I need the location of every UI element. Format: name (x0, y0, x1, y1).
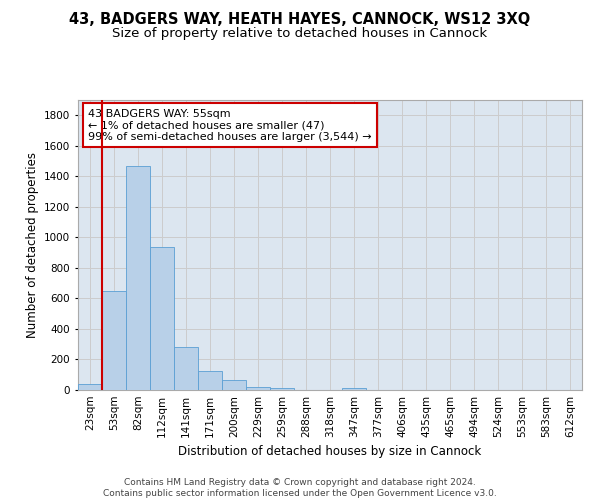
Y-axis label: Number of detached properties: Number of detached properties (26, 152, 38, 338)
X-axis label: Distribution of detached houses by size in Cannock: Distribution of detached houses by size … (178, 446, 482, 458)
Bar (78, 384, 102, 390)
Bar (174, 346, 198, 390)
Bar (270, 388, 294, 390)
Bar (126, 166, 150, 390)
Bar (102, 291, 126, 390)
Bar (198, 371, 222, 390)
Bar (150, 246, 174, 390)
Text: 43 BADGERS WAY: 55sqm
← 1% of detached houses are smaller (47)
99% of semi-detac: 43 BADGERS WAY: 55sqm ← 1% of detached h… (88, 108, 372, 142)
Text: Size of property relative to detached houses in Cannock: Size of property relative to detached ho… (112, 28, 488, 40)
Text: 43, BADGERS WAY, HEATH HAYES, CANNOCK, WS12 3XQ: 43, BADGERS WAY, HEATH HAYES, CANNOCK, W… (70, 12, 530, 28)
Bar (222, 380, 246, 390)
Bar (246, 386, 270, 390)
Bar (342, 388, 366, 390)
Text: Contains HM Land Registry data © Crown copyright and database right 2024.
Contai: Contains HM Land Registry data © Crown c… (103, 478, 497, 498)
